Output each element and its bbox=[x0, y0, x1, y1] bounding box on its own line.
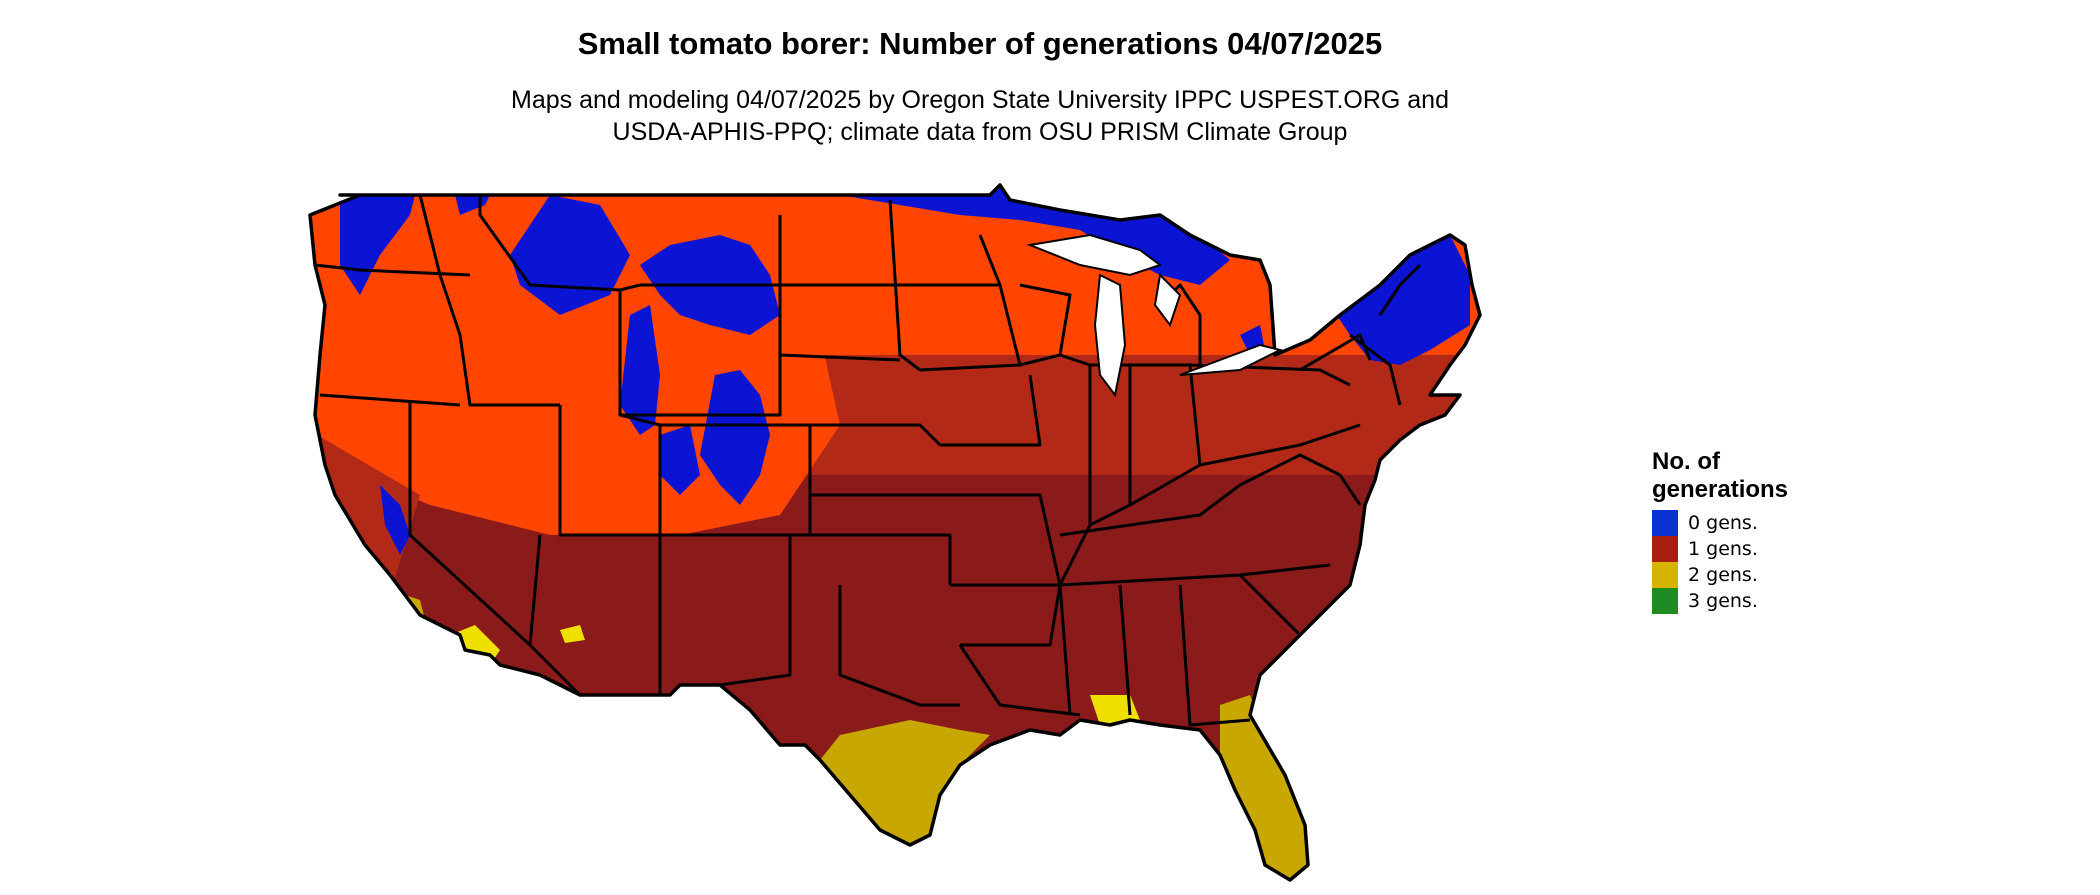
legend-title: No. of generations bbox=[1652, 448, 1789, 503]
legend-item-1-gens: 1 gens. bbox=[1652, 536, 1788, 562]
map-title: Small tomato borer: Number of generation… bbox=[577, 26, 1383, 61]
legend-item-2-gens: 2 gens. bbox=[1652, 562, 1788, 588]
us-generations-map bbox=[308, 183, 1482, 882]
legend-swatch-1-gens bbox=[1652, 536, 1678, 562]
subtitle-line-2: USDA-APHIS-PPQ; climate data from OSU PR… bbox=[612, 118, 1348, 146]
legend-item-0-gens: 0 gens. bbox=[1652, 510, 1788, 536]
legend-swatch-3-gens bbox=[1652, 588, 1678, 614]
legend-swatch-0-gens bbox=[1652, 510, 1678, 536]
legend: No. of generations 0 gens. 1 gens. 2 gen… bbox=[1652, 448, 1788, 614]
subtitle-line-1: Maps and modeling 04/07/2025 by Oregon S… bbox=[511, 86, 1449, 114]
legend-swatch-2-gens bbox=[1652, 562, 1678, 588]
legend-item-3-gens: 3 gens. bbox=[1652, 588, 1788, 614]
map-subtitle: Maps and modeling 04/07/2025 by Oregon S… bbox=[0, 84, 1960, 148]
